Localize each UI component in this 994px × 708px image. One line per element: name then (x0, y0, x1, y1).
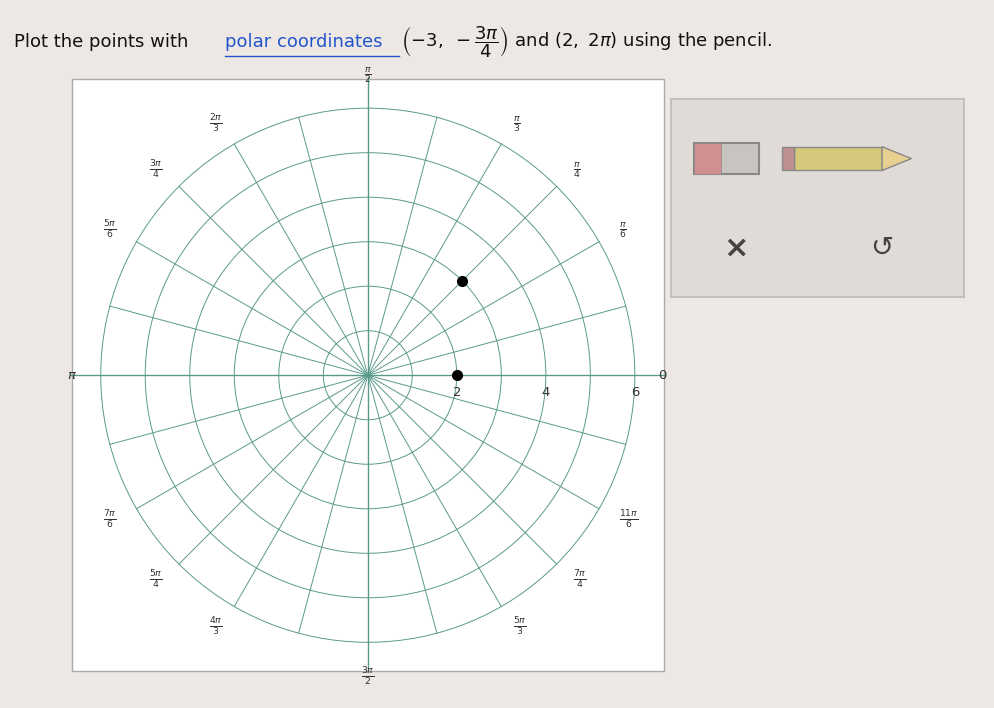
Polygon shape (695, 143, 721, 174)
Text: $\frac{\pi}{2}$: $\frac{\pi}{2}$ (364, 66, 372, 85)
Text: 4: 4 (542, 387, 550, 399)
Text: $\frac{\pi}{6}$: $\frac{\pi}{6}$ (619, 220, 627, 240)
Text: 2: 2 (452, 387, 461, 399)
Text: $\frac{\pi}{3}$: $\frac{\pi}{3}$ (513, 114, 521, 134)
Text: ×: × (723, 234, 748, 262)
Text: $\frac{5\pi}{3}$: $\frac{5\pi}{3}$ (513, 615, 527, 638)
Text: $\frac{5\pi}{6}$: $\frac{5\pi}{6}$ (103, 219, 116, 241)
Polygon shape (794, 147, 882, 171)
Text: $\frac{7\pi}{4}$: $\frac{7\pi}{4}$ (573, 569, 586, 591)
Text: Plot the points with: Plot the points with (14, 33, 195, 52)
Text: $\frac{7\pi}{6}$: $\frac{7\pi}{6}$ (103, 509, 116, 532)
Polygon shape (882, 147, 911, 171)
Text: $\frac{11\pi}{6}$: $\frac{11\pi}{6}$ (619, 509, 638, 532)
Text: $\frac{\pi}{4}$: $\frac{\pi}{4}$ (573, 160, 580, 180)
Text: polar coordinates: polar coordinates (226, 33, 383, 52)
Polygon shape (695, 143, 759, 174)
Text: $\left(-3,\ -\dfrac{3\pi}{4}\right)$ and $\left(2,\ 2\pi\right)$ using the penci: $\left(-3,\ -\dfrac{3\pi}{4}\right)$ and… (401, 25, 771, 60)
Text: $\frac{5\pi}{4}$: $\frac{5\pi}{4}$ (149, 569, 163, 591)
Text: $\frac{2\pi}{3}$: $\frac{2\pi}{3}$ (209, 113, 223, 135)
Text: $\pi$: $\pi$ (68, 369, 78, 382)
Text: $\frac{3\pi}{2}$: $\frac{3\pi}{2}$ (361, 666, 375, 687)
Text: 0: 0 (658, 369, 666, 382)
Text: 6: 6 (630, 387, 639, 399)
Text: ↺: ↺ (871, 234, 894, 262)
Text: $\frac{3\pi}{4}$: $\frac{3\pi}{4}$ (149, 159, 163, 181)
Polygon shape (782, 147, 794, 171)
Text: $\frac{4\pi}{3}$: $\frac{4\pi}{3}$ (209, 615, 223, 638)
